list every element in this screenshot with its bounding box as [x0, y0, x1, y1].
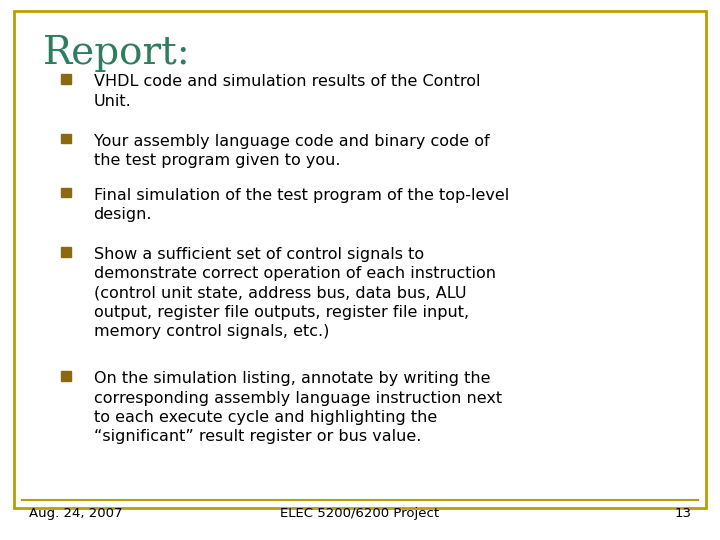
Bar [61, 188, 71, 197]
Text: VHDL code and simulation results of the Control
Unit.: VHDL code and simulation results of the … [94, 75, 480, 109]
Text: Show a sufficient set of control signals to
demonstrate correct operation of eac: Show a sufficient set of control signals… [94, 247, 495, 339]
Text: On the simulation listing, annotate by writing the
corresponding assembly langua: On the simulation listing, annotate by w… [94, 372, 502, 444]
Text: Aug. 24, 2007: Aug. 24, 2007 [29, 507, 122, 519]
Bar [61, 372, 71, 381]
Text: Your assembly language code and binary code of
the test program given to you.: Your assembly language code and binary c… [94, 134, 489, 168]
Text: Final simulation of the test program of the top-level
design.: Final simulation of the test program of … [94, 188, 509, 222]
Text: Report:: Report: [43, 35, 191, 72]
Bar [61, 247, 71, 256]
Bar [61, 75, 71, 84]
Bar [61, 134, 71, 143]
Text: ELEC 5200/6200 Project: ELEC 5200/6200 Project [280, 507, 440, 519]
Text: 13: 13 [674, 507, 691, 519]
